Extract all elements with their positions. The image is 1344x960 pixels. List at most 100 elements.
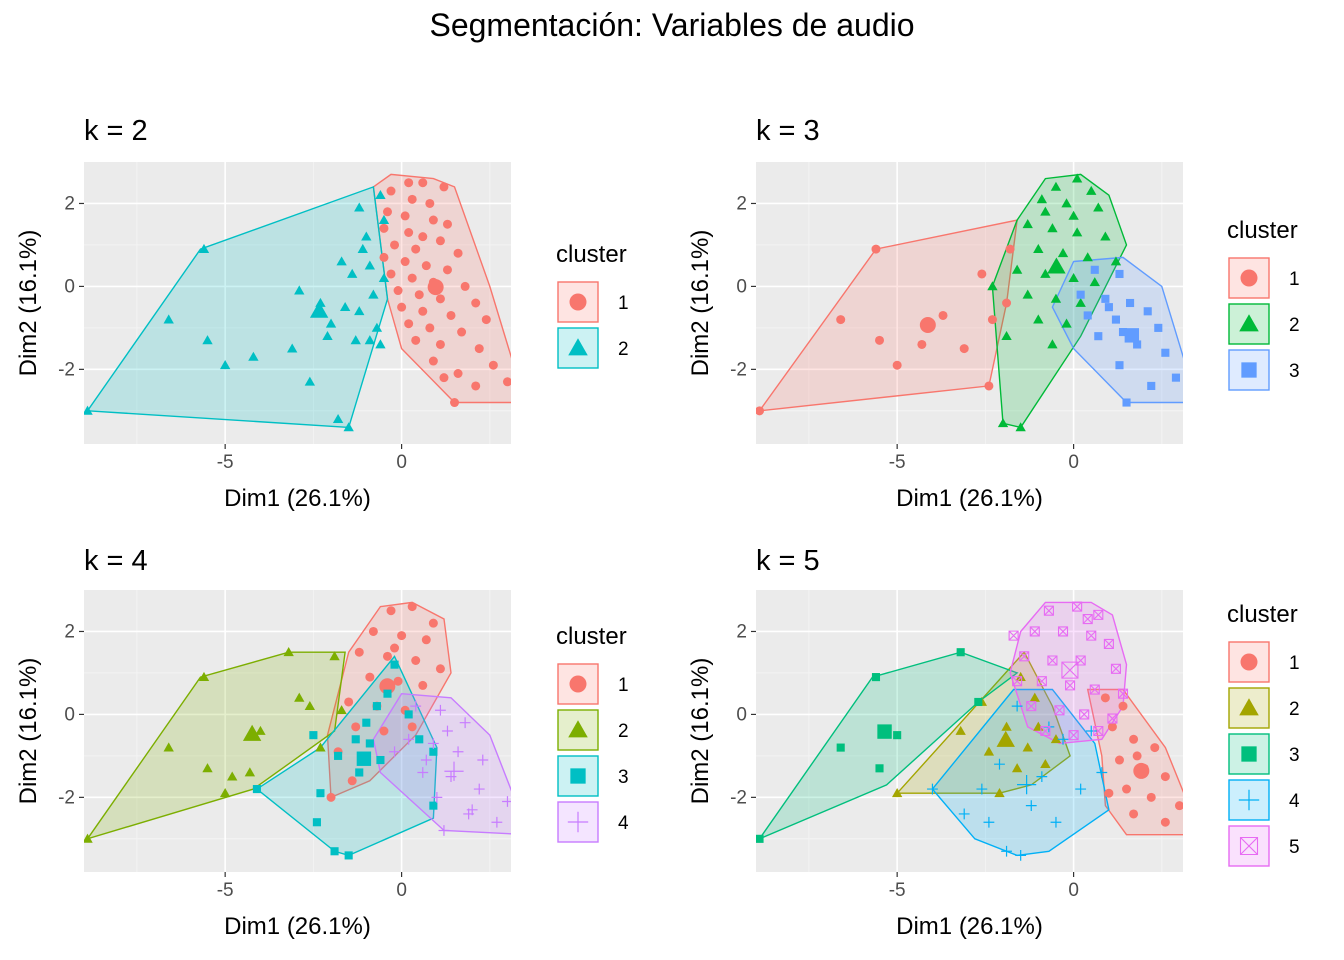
legend-label-2: 2 <box>1289 315 1300 336</box>
cluster-2-point <box>357 243 368 253</box>
cluster-4-point <box>389 746 400 758</box>
legend-label-1: 1 <box>1289 653 1300 674</box>
y-tick-label: 0 <box>736 276 747 297</box>
cluster-2-point <box>1033 314 1044 324</box>
cluster-5-point <box>1103 638 1114 649</box>
x-tick-label: 0 <box>396 452 407 473</box>
cluster-5-point <box>1110 663 1121 674</box>
legend-key-2 <box>1228 687 1270 729</box>
cluster-2-point <box>219 360 231 370</box>
legend-key-3-symbol <box>1241 362 1257 378</box>
cluster-2-point <box>198 671 210 681</box>
cluster-4-point <box>403 733 415 745</box>
cluster-2-point <box>983 746 995 756</box>
cluster-1-point <box>442 265 452 275</box>
cluster-2-points <box>987 173 1122 432</box>
cluster-4-point <box>1036 771 1048 783</box>
cluster-4-point <box>976 783 988 795</box>
cluster-2-point <box>994 788 1005 798</box>
cluster-4-point <box>523 829 534 840</box>
cluster-5-point <box>1029 626 1040 637</box>
legend-key-3-symbol <box>1241 746 1257 762</box>
cluster-1-point <box>1160 772 1170 782</box>
legend-key-4-symbol <box>1238 789 1260 811</box>
legend: cluster 1 2 3 4 <box>556 623 629 843</box>
cluster-2-point <box>1001 721 1012 731</box>
cluster-2-point <box>304 376 316 386</box>
cluster-2-point <box>1082 252 1093 262</box>
cluster-2-point <box>378 272 390 282</box>
cluster-1-point <box>1129 734 1139 744</box>
cluster-1-point <box>411 335 421 345</box>
cluster-2-point <box>1068 210 1079 220</box>
y-tick-label: 0 <box>64 704 75 725</box>
cluster-2-centroid <box>309 301 329 318</box>
legend-key-2-symbol <box>568 720 588 738</box>
cluster-2-point <box>219 788 231 798</box>
cluster-4-centroid <box>1017 775 1037 795</box>
cluster-3-point <box>252 785 261 794</box>
cluster-5-point <box>1054 705 1065 716</box>
cluster-1-point <box>351 722 361 732</box>
cluster-2-point <box>1022 742 1033 752</box>
cluster-2-point <box>202 335 213 345</box>
cluster-2-point <box>354 306 365 316</box>
cluster-4-point <box>420 754 432 766</box>
cluster-3-point <box>429 747 438 756</box>
cluster-2-point <box>1040 268 1051 278</box>
plot-background <box>756 162 1183 444</box>
legend-label-3: 3 <box>1289 361 1300 382</box>
cluster-1-point <box>1129 809 1139 819</box>
cluster-2-point <box>315 742 326 752</box>
cluster-2-point <box>1036 194 1048 204</box>
cluster-3-point <box>756 834 764 843</box>
cluster-2-point <box>1061 318 1072 328</box>
cluster-1-centroid <box>1133 762 1150 779</box>
cluster-3-point <box>344 851 353 860</box>
cluster-3-point <box>312 818 321 827</box>
panel-4: k = 5 -5 0 -2 0 2 Dim1 (26.1%) Dim2 (16.1%) clus… <box>687 545 1300 940</box>
cluster-1-point <box>439 182 449 192</box>
cluster-3-point <box>836 743 845 752</box>
legend-key-2-symbol <box>1239 314 1259 332</box>
cluster-3-point <box>1161 348 1170 357</box>
cluster-2-point <box>375 190 386 200</box>
cluster-2-point <box>294 692 305 702</box>
cluster-1-point <box>418 680 428 690</box>
cluster-1-point <box>439 373 449 383</box>
y-tick-label: -2 <box>730 359 747 380</box>
cluster-1-point <box>404 319 414 329</box>
cluster-2-point <box>283 647 294 657</box>
x-tick-label: -5 <box>217 880 234 901</box>
cluster-2-point <box>347 268 358 278</box>
cluster-3-centroid <box>877 724 892 739</box>
cluster-2-point <box>1040 759 1051 769</box>
cluster-2-point <box>84 405 93 415</box>
cluster-2-point <box>1015 422 1026 432</box>
x-tick-label: 0 <box>1068 452 1079 473</box>
cluster-4-point <box>1057 733 1069 745</box>
cluster-1-point <box>379 252 389 262</box>
cluster-1-point <box>421 261 431 271</box>
plot-background <box>84 590 511 872</box>
legend-label-5: 5 <box>1289 837 1300 858</box>
cluster-2-point <box>294 285 305 295</box>
y-axis-label: Dim2 (16.1%) <box>687 658 714 805</box>
cluster-3-point <box>1101 294 1110 303</box>
legend-label-1: 1 <box>618 675 629 696</box>
cluster-1-point <box>1160 817 1170 827</box>
legend-key-1-symbol <box>1240 653 1258 671</box>
cluster-4-point <box>427 738 439 749</box>
cluster-4-point <box>473 783 485 795</box>
cluster-1-point <box>474 344 484 354</box>
cluster-1-point <box>382 207 392 217</box>
legend-label-3: 3 <box>618 767 629 788</box>
cluster-2-point <box>332 413 344 423</box>
cluster-2-point <box>1050 734 1062 744</box>
cluster-3-point <box>1126 298 1135 308</box>
cluster-4-point <box>1075 783 1087 795</box>
cluster-2-point <box>1089 277 1100 287</box>
cluster-2-point <box>1047 339 1058 349</box>
y-tick-label: -2 <box>730 787 747 808</box>
